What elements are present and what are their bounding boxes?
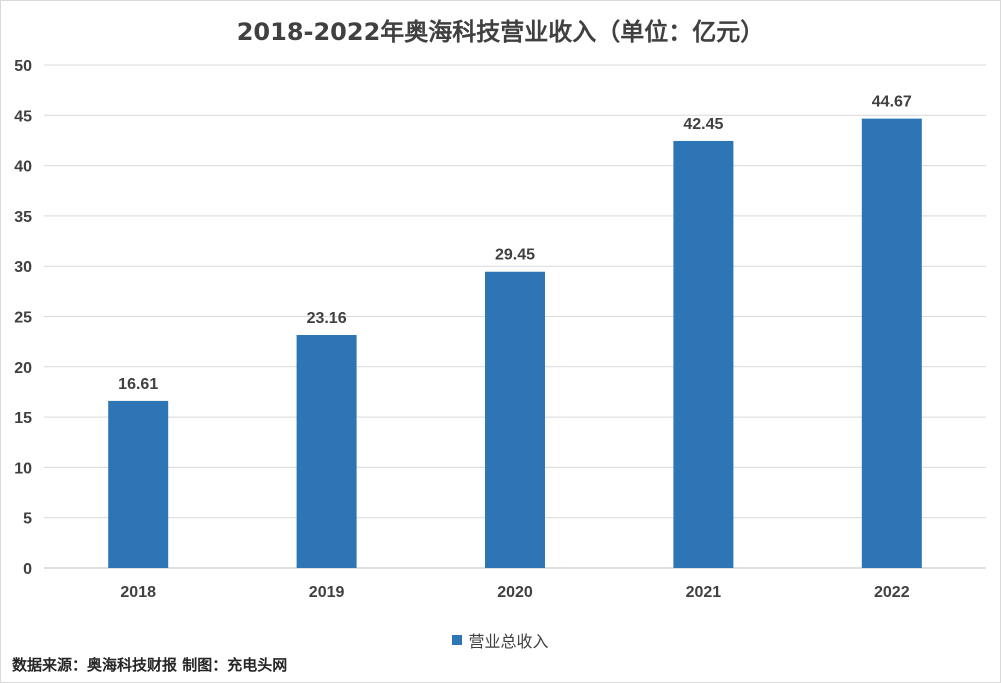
y-tick-label: 0 xyxy=(23,561,32,578)
x-tick-label: 2018 xyxy=(120,584,156,601)
y-tick-label: 50 xyxy=(14,58,32,75)
y-tick-label: 25 xyxy=(14,310,32,327)
x-tick-label: 2021 xyxy=(686,584,722,601)
bar xyxy=(673,140,734,568)
data-labels: 16.61 23.16 29.45 42.45 44.67 xyxy=(118,94,912,393)
y-tick-label: 20 xyxy=(14,360,32,377)
y-tick-label: 35 xyxy=(14,209,32,226)
chart-title: 2018-2022年奥海科技营业收入（单位：亿元） xyxy=(236,18,765,46)
bars xyxy=(108,118,922,568)
data-label: 44.67 xyxy=(872,94,912,111)
y-axis: 0 5 10 15 20 25 30 35 40 45 50 xyxy=(14,58,32,578)
source-note: 数据来源：奥海科技财报 制图：充电头网 xyxy=(12,656,288,674)
bar xyxy=(485,271,545,568)
x-axis: 2018 2019 2020 2021 2022 xyxy=(120,584,909,601)
y-tick-label: 40 xyxy=(14,159,32,176)
x-tick-label: 2020 xyxy=(497,584,533,601)
data-label: 16.61 xyxy=(118,376,158,393)
y-tick-label: 30 xyxy=(14,259,32,276)
y-tick-label: 5 xyxy=(23,511,32,528)
legend-swatch xyxy=(452,635,463,645)
y-tick-label: 45 xyxy=(14,108,32,125)
x-tick-label: 2022 xyxy=(874,584,910,601)
bar xyxy=(861,118,922,568)
legend-label: 营业总收入 xyxy=(468,632,549,651)
bar xyxy=(296,335,357,568)
data-label: 29.45 xyxy=(495,247,535,264)
data-label: 23.16 xyxy=(307,310,347,327)
x-tick-label: 2019 xyxy=(309,584,345,601)
data-label: 42.45 xyxy=(683,116,723,133)
bar xyxy=(108,400,169,568)
y-tick-label: 15 xyxy=(14,410,32,427)
y-tick-label: 10 xyxy=(14,460,32,477)
legend: 营业总收入 xyxy=(0,628,1001,652)
